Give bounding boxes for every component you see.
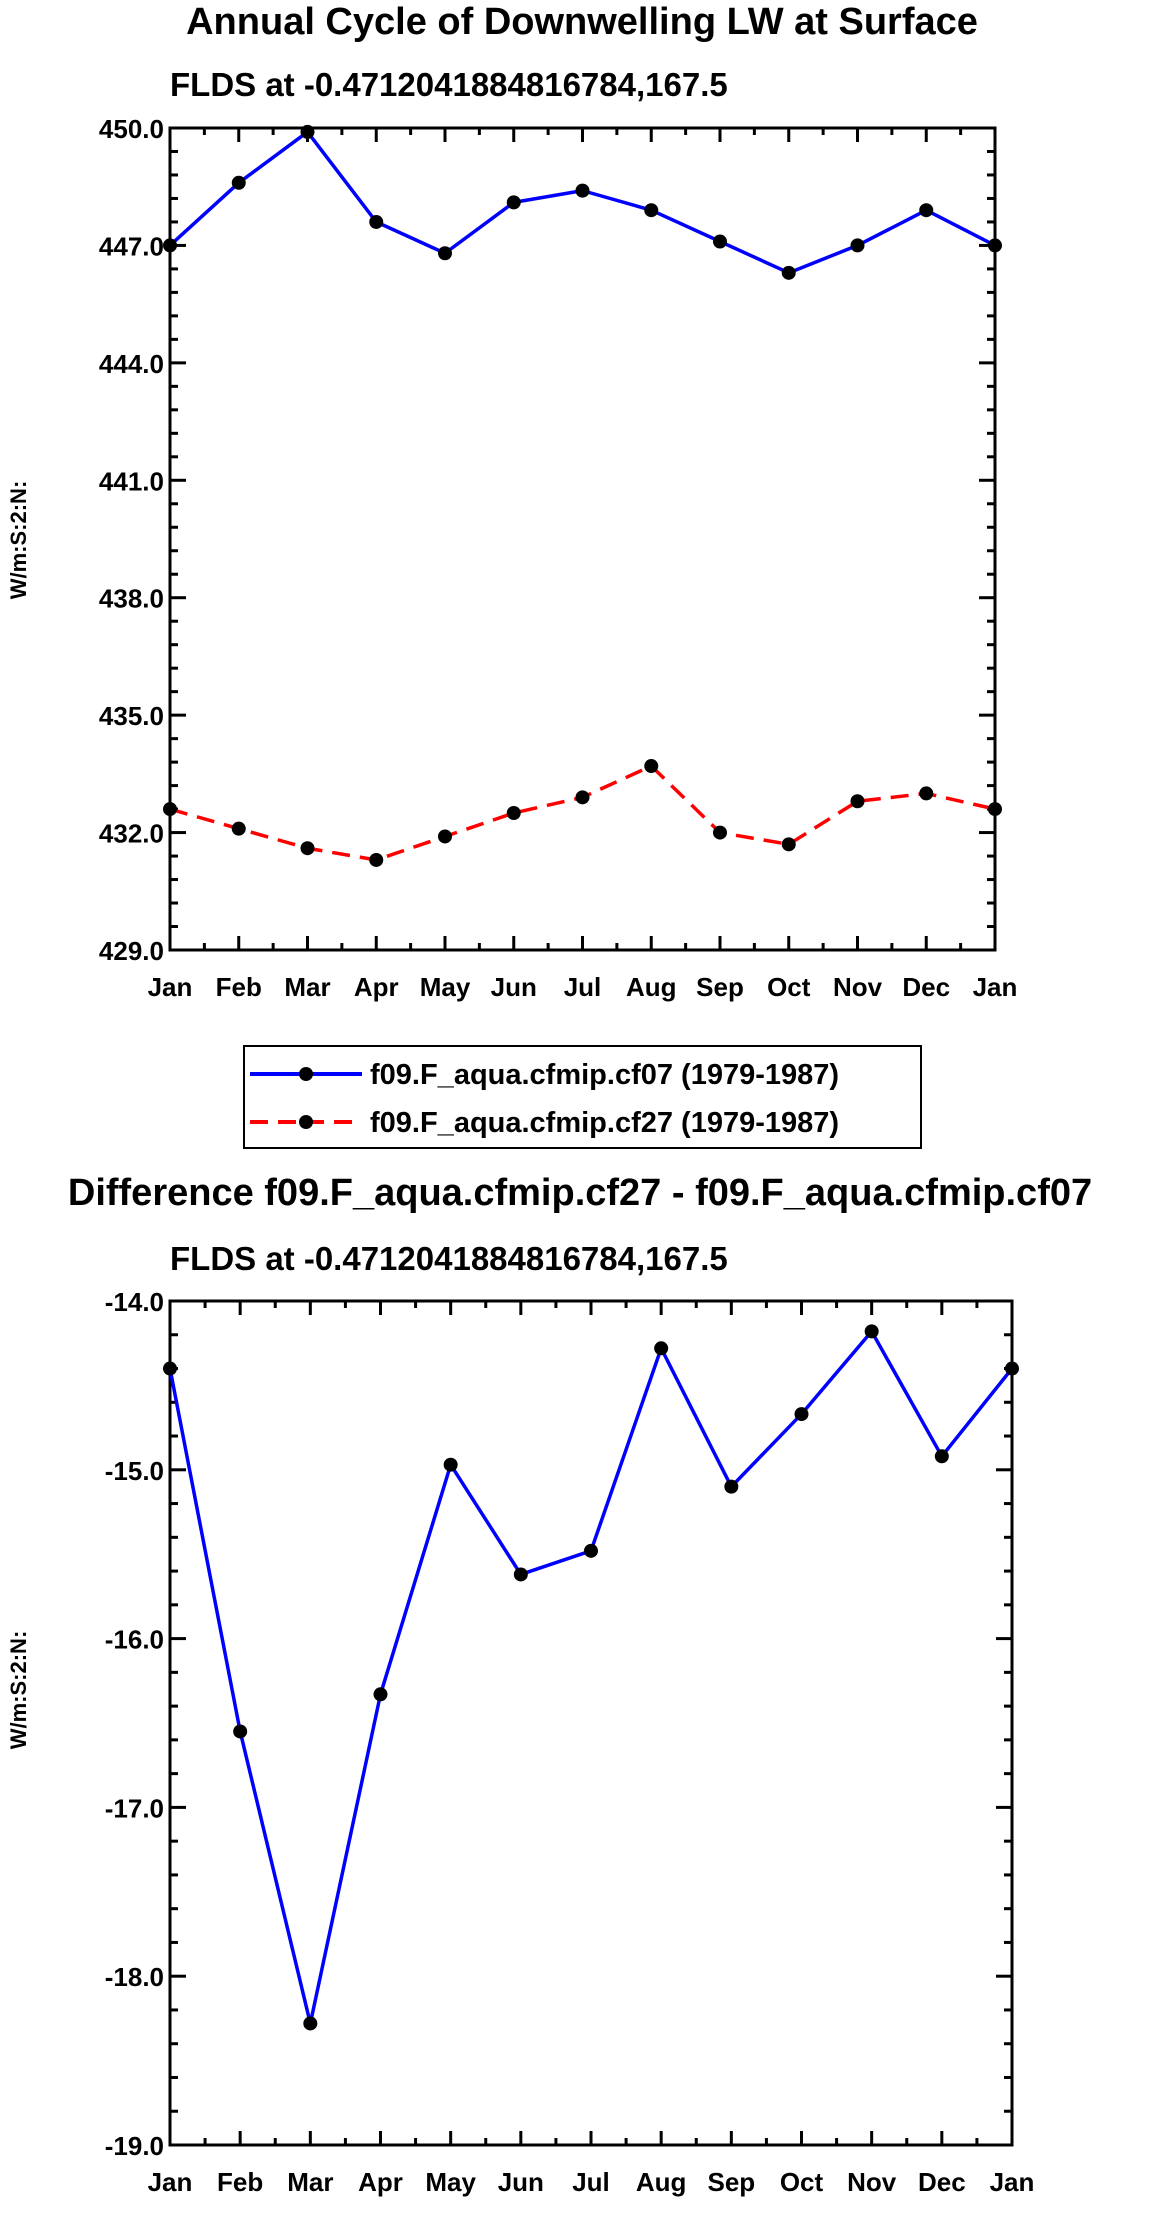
chart2-xtick-label: Jun [498,2167,544,2197]
chart2-series-line-0 [168,1329,1014,2026]
chart1-series-1-point [850,794,865,809]
legend-label-cf07: f09.F_aqua.cfmip.cf07 (1979-1987) [370,1059,839,1091]
chart1-frame [168,126,997,952]
chart1-ytick-label: 438.0 [99,584,164,614]
chart1-series-1-point [506,806,521,820]
chart2-series-0-point [163,1361,177,1376]
chart1-xtick-label: Mar [284,972,330,1002]
chart1-series-0-point [163,238,177,253]
chart1-ytick-label: 444.0 [99,349,164,379]
chart2-xtick-label: Nov [847,2167,897,2197]
chart1-series-1-point [231,821,246,836]
chart1-xtick-label: Jan [148,972,193,1002]
chart1-series-1-point [644,759,659,774]
chart2-ytick-label: -18.0 [105,1962,164,1992]
chart1-series-0-point [988,238,1002,253]
chart1-series-0-point [713,234,727,249]
chart2-ytick-label: -19.0 [105,2131,164,2161]
chart2-xtick-label: Mar [287,2167,333,2197]
chart1-xtick-label: Aug [626,972,677,1002]
chart1-series-0-point [231,175,246,190]
chart2-series-0-point [934,1449,949,1464]
chart1-ytick-label: 447.0 [99,231,164,261]
chart2-xtick-label: May [425,2167,476,2197]
chart1-series-1-point [438,829,452,844]
chart1-ytick-label: 429.0 [99,936,164,966]
chart2-series-0-point [864,1324,879,1339]
legend-box [243,1045,922,1149]
chart2-ytick-label: -15.0 [105,1456,164,1486]
chart1-series-1-point [575,790,590,805]
chart1-title: Annual Cycle of Downwelling LW at Surfac… [186,1,978,43]
chart1-series-0-point [369,214,384,229]
chart1-ytick-label: 435.0 [99,701,164,731]
chart1-ytick-label: 432.0 [99,819,164,849]
chart1-xtick-label: Jan [973,972,1018,1002]
chart1-subtitle: FLDS at -0.4712041884816784,167.5 [170,66,728,103]
chart2-xtick-label: Dec [918,2167,966,2197]
chart2-xtick-label: Oct [780,2167,824,2197]
chart1-xtick-label: Jul [564,972,602,1002]
chart2-xtick-label: Jan [990,2167,1035,2197]
legend-marker-cf07 [299,1067,313,1081]
chart2-plot: Jan Feb Mar Apr May Jun Jul Aug Sep Oct Nov Dec Jan -… [105,1287,1035,2197]
chart2-xtick-label: Sep [707,2167,755,2197]
chart2-xtick-label: Apr [358,2167,403,2197]
chart1-xtick-label: Apr [354,972,399,1002]
chart1-series-line-0 [168,130,996,275]
chart1-plot: Jan Feb Mar Apr May Jun Jul Aug Sep Oct Nov Dec Jan 4… [99,114,1017,1002]
chart2-ytick-label: -17.0 [105,1793,164,1823]
chart2-series-0-point [443,1457,458,1472]
chart1-xtick-label: Dec [902,972,950,1002]
chart1-series-1-point [781,837,796,852]
chart1-xtick-label: Jun [491,972,537,1002]
chart2-series-0-point [513,1567,528,1582]
chart1-series-0-point [781,265,796,280]
chart2-series-0-point [373,1687,388,1702]
chart1-series-line-1 [169,764,996,862]
chart1-xtick-label: Nov [833,972,883,1002]
chart1-series-0-point [506,195,521,210]
chart2-series-0-point [654,1341,669,1356]
legend-label-cf27: f09.F_aqua.cfmip.cf27 (1979-1987) [370,1107,839,1139]
chart2-series-0-point [724,1479,739,1494]
chart1-ytick-label: 450.0 [99,114,164,144]
chart2-series-0-point [233,1724,248,1739]
chart1-series-0-point [644,203,659,218]
chart2-subtitle: FLDS at -0.4712041884816784,167.5 [170,1240,728,1277]
legend: f09.F_aqua.cfmip.cf07 (1979-1987) f09.F_… [243,1045,922,1149]
chart2-xtick-label: Aug [636,2167,687,2197]
chart2-series-0-point [584,1543,598,1558]
chart2-ytick-label: -14.0 [105,1287,164,1317]
chart2-ylabel: W/m:S:2:N: [6,1631,31,1750]
chart2-series-0-point [1005,1361,1019,1376]
chart2-series-0-point [794,1407,809,1422]
chart1-series-1-point [919,786,934,801]
chart1-series-0-point [575,183,590,198]
chart1-series-1-point [369,852,384,867]
chart2-frame [168,1299,1014,2147]
chart1-ylabel: W/m:S:2:N: [6,481,31,600]
chart1-xtick-label: Feb [216,972,262,1002]
legend-marker-cf27 [299,1115,313,1129]
chart1-series-0-point [919,203,934,218]
chart1-series-0-point [850,238,865,253]
chart2-ytick-label: -16.0 [105,1625,164,1655]
chart1-series-1-point [300,841,315,856]
chart1-xtick-label: May [420,972,471,1002]
chart2-xtick-label: Jan [148,2167,193,2197]
chart2-series-0-point [303,2016,318,2031]
chart1-xtick-label: Sep [696,972,744,1002]
chart1-ytick-label: 441.0 [99,466,164,496]
chart2-xtick-label: Feb [217,2167,263,2197]
chart1-series-1-point [713,825,727,840]
chart1-series-1-point [163,802,177,817]
chart1-xtick-label: Oct [767,972,811,1002]
chart2-title: Difference f09.F_aqua.cfmip.cf27 - f09.F… [68,1172,1092,1214]
chart1-series-0-point [438,246,452,261]
chart1-series-1-point [988,802,1002,817]
chart1-series-0-point [300,124,315,139]
chart2-xtick-label: Jul [572,2167,610,2197]
